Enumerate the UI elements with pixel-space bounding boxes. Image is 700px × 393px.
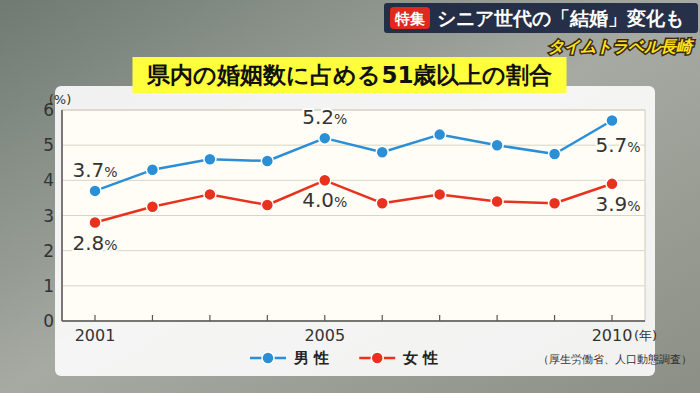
series-marker [319,174,331,186]
series-marker [319,132,331,144]
program-name: タイムトラベル長崎 [548,37,695,56]
chart: 0123456(%)200120052010(年)3.7%5.2%5.7%2.8… [0,0,700,393]
x-axis [62,320,645,322]
x-tick [152,315,153,321]
series-line [95,121,612,191]
data-label-number: 4.0 [302,188,334,212]
series-marker [606,178,618,190]
data-label-number: 3.7 [72,158,104,182]
y-tick-label: 5 [43,135,54,155]
data-label-number: 5.7 [595,133,627,157]
x-tick [554,315,555,321]
x-tick [267,315,268,321]
data-label: 5.7% [595,133,640,157]
series-marker [89,217,101,229]
data-label: 3.7% [72,158,117,182]
badge-text: 特集 [394,10,425,28]
series-marker [146,164,158,176]
x-tick [382,315,383,321]
y-tick-label: 1 [43,276,54,296]
grid-line [62,321,645,322]
grid-line [62,285,645,286]
series-marker [491,195,503,207]
title: 県内の婚姻数に占める51歳以上の割合 [146,62,552,88]
grid-line [62,250,645,251]
grid-line [62,215,645,216]
data-label-number: 3.9 [595,192,627,216]
y-tick-label: 4 [43,170,54,190]
series-marker [204,188,216,200]
data-label-number: 2.8 [72,231,104,255]
grid-line [62,180,645,181]
x-tick-label: 2005 [304,326,345,345]
source: （厚生労働省、人口動態調査） [538,353,692,366]
data-label-number: 5.2 [302,105,334,129]
data-label-unit: % [334,194,347,210]
x-tick [94,315,95,321]
y-tick-label: 0 [43,311,54,331]
series-marker [549,197,561,209]
series-marker [146,201,158,213]
x-axis-title: (年) [634,328,657,343]
title-box [132,57,566,93]
badge [390,7,430,29]
series-marker [261,155,273,167]
series-marker [261,199,273,211]
x-tick [439,315,440,321]
data-label: 3.9% [595,192,640,216]
data-label: 4.0% [302,188,347,212]
panel [55,86,655,376]
data-labels: 3.7%5.2%5.7%2.8%4.0%3.9% [72,105,640,254]
subtitle: シニア世代の「結婚」変化も [437,7,684,29]
y-axis-title: (%) [49,92,72,107]
legend-marker [371,352,383,364]
banner [384,3,698,33]
y-axis [61,110,63,321]
grid-line [62,110,645,111]
series-marker [204,153,216,165]
x-tick [497,315,498,321]
series-marker [606,115,618,127]
series-marker [434,129,446,141]
legend-label: 女 性 [402,349,438,367]
y-tick-label: 3 [43,206,54,226]
series-marker [549,148,561,160]
legend-marker [262,352,274,364]
series-line [95,180,612,222]
legend-label: 男 性 [293,349,329,367]
y-tick-label: 2 [43,241,54,261]
background [0,0,700,393]
data-label: 2.8% [72,231,117,255]
data-label-unit: % [104,237,117,253]
x-tick [611,315,612,321]
x-tick-label: 2001 [75,326,116,345]
x-tick-label: 2010 [592,326,633,345]
series-marker [89,185,101,197]
data-label-unit: % [104,164,117,180]
series-marker [491,139,503,151]
plot-area [62,110,645,321]
data-label-unit: % [627,139,640,155]
series-marker [376,197,388,209]
x-tick [209,315,210,321]
marks [89,115,618,229]
data-label-unit: % [334,111,347,127]
series-marker [434,188,446,200]
data-label-unit: % [627,198,640,214]
data-label: 5.2% [302,105,347,129]
series-marker [376,146,388,158]
x-tick [324,315,325,321]
